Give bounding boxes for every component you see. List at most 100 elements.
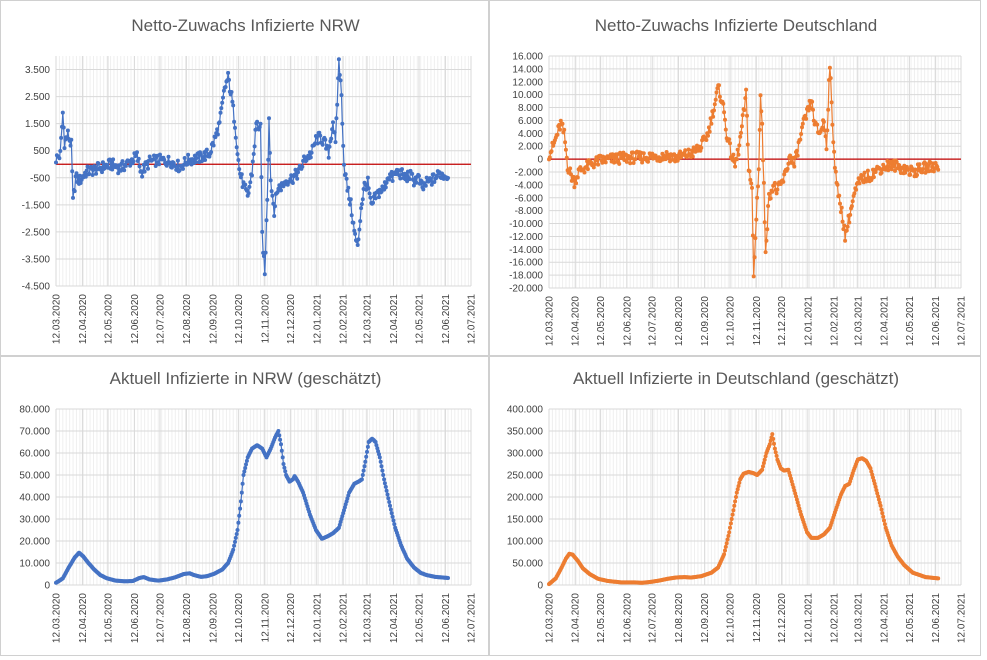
data-point — [690, 154, 695, 159]
data-point — [714, 90, 719, 95]
data-point — [250, 159, 255, 164]
data-point — [803, 113, 808, 118]
data-point — [770, 189, 775, 194]
data-point — [786, 467, 791, 472]
x-tick-label: 12.12.2020 — [777, 296, 788, 346]
data-point — [68, 143, 73, 148]
data-point — [582, 170, 587, 175]
data-point — [877, 500, 882, 505]
data-point — [629, 156, 634, 160]
data-point — [826, 107, 831, 112]
data-point — [617, 161, 622, 166]
data-point — [377, 455, 382, 460]
x-tick-label: 12.03.2020 — [52, 593, 63, 643]
data-point — [74, 171, 79, 176]
data-point — [232, 119, 237, 124]
data-point — [182, 156, 187, 160]
x-tick-label: 12.07.2020 — [648, 593, 659, 643]
x-tick-label: 12.03.2020 — [545, 296, 556, 346]
data-point — [62, 146, 67, 151]
data-point — [59, 135, 64, 140]
data-point — [551, 143, 556, 148]
data-point — [830, 122, 835, 127]
x-tick-label: 12.07.2020 — [648, 296, 659, 346]
data-point — [175, 158, 180, 163]
data-point — [410, 171, 415, 176]
data-point — [845, 224, 850, 229]
data-point — [300, 164, 305, 169]
data-point — [879, 170, 884, 175]
data-point — [873, 170, 878, 174]
data-point — [157, 162, 162, 167]
data-point — [388, 503, 392, 508]
data-point — [120, 159, 125, 164]
x-tick-label: 12.06.2020 — [130, 593, 141, 643]
data-point — [232, 543, 237, 548]
data-point — [920, 170, 925, 175]
data-point — [761, 180, 766, 185]
data-point — [772, 441, 776, 446]
data-point — [762, 220, 767, 225]
x-tick-label: 12.11.2020 — [752, 593, 763, 643]
data-point — [411, 183, 416, 188]
data-point — [734, 490, 739, 495]
data-point — [872, 481, 877, 486]
x-tick-label: 12.09.2020 — [700, 296, 711, 346]
data-point — [737, 480, 742, 485]
x-tick-label: 12.02.2021 — [339, 593, 350, 643]
data-point — [131, 159, 136, 164]
y-tick-label: -2.500 — [22, 227, 51, 238]
data-point — [387, 500, 392, 504]
data-point — [794, 494, 798, 499]
data-point — [735, 487, 740, 492]
data-point — [54, 160, 58, 165]
x-tick-label: 12.06.2021 — [931, 296, 942, 346]
y-tick-label: 50.000 — [19, 471, 50, 482]
data-point — [797, 506, 802, 511]
data-point — [850, 199, 855, 204]
data-point — [294, 173, 299, 178]
y-tick-label: 80.000 — [19, 405, 50, 416]
data-point — [330, 127, 335, 132]
data-point — [775, 187, 780, 192]
data-point — [280, 455, 285, 460]
data-point — [767, 442, 772, 447]
data-point — [717, 83, 721, 88]
data-point — [823, 134, 828, 139]
panel-de-active: Aktuell Infizierte in Deutschland (gesch… — [489, 356, 981, 656]
data-point — [342, 162, 346, 167]
data-point — [562, 127, 567, 132]
data-point — [882, 518, 886, 523]
data-point — [815, 122, 820, 127]
data-point — [272, 214, 277, 218]
data-point — [390, 514, 395, 519]
data-point — [359, 477, 364, 482]
data-point — [323, 137, 328, 142]
data-point — [893, 168, 897, 173]
data-point — [345, 496, 350, 501]
data-point — [231, 103, 236, 108]
x-tick-label: 12.06.2020 — [130, 294, 141, 344]
data-point — [879, 507, 884, 512]
x-tick-label: 12.07.2021 — [957, 593, 968, 643]
x-tick-label: 12.06.2021 — [441, 294, 452, 344]
y-tick-label: 400.000 — [507, 405, 544, 416]
data-point — [391, 518, 396, 523]
data-point — [371, 200, 375, 205]
data-point — [173, 164, 178, 169]
data-point — [567, 169, 572, 174]
data-point — [563, 147, 568, 152]
x-tick-label: 12.04.2021 — [389, 593, 400, 643]
data-point — [248, 180, 253, 185]
data-point — [572, 185, 577, 190]
x-tick-label: 12.01.2021 — [803, 296, 814, 346]
data-point — [146, 166, 150, 171]
x-tick-label: 12.03.2021 — [853, 296, 864, 346]
y-tick-label: 200.000 — [507, 493, 544, 504]
data-point — [756, 184, 760, 189]
data-point — [750, 185, 754, 190]
data-point — [547, 155, 552, 160]
data-point — [717, 94, 722, 99]
data-point — [273, 204, 277, 209]
data-point — [151, 157, 156, 162]
